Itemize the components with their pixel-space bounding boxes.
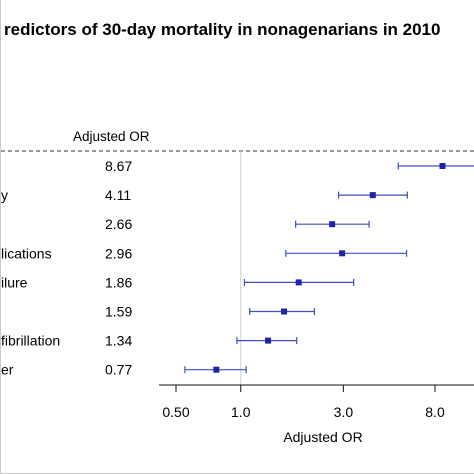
row-label: lications bbox=[1, 245, 52, 261]
x-tick-label: 3.0 bbox=[334, 404, 354, 420]
or-point-marker bbox=[439, 163, 446, 169]
x-axis-label: Adjusted OR bbox=[283, 429, 362, 445]
row-label: fibrillation bbox=[1, 333, 60, 349]
ticks-layer: 0.50 1.0 3.0 8.0 bbox=[162, 385, 445, 420]
or-value-text: 4.11 bbox=[105, 187, 131, 203]
or-point-marker bbox=[369, 192, 376, 199]
or-point-marker bbox=[329, 221, 336, 228]
x-tick-label: 0.50 bbox=[162, 404, 189, 420]
column-header-adjusted-or: Adjusted OR bbox=[73, 129, 150, 144]
row-label: ilure bbox=[1, 274, 28, 290]
or-value-text: 2.66 bbox=[105, 216, 132, 232]
or-value-text: 1.59 bbox=[105, 304, 132, 320]
or-value-text: 1.34 bbox=[105, 333, 132, 349]
or-value-text: 0.77 bbox=[105, 362, 132, 378]
or-value-text: 1.86 bbox=[105, 274, 132, 290]
row-label: er bbox=[1, 362, 14, 378]
x-tick-label: 1.0 bbox=[231, 404, 251, 420]
or-value-text: 8.67 bbox=[105, 158, 132, 174]
or-point-marker bbox=[265, 337, 272, 344]
row-label: y bbox=[1, 187, 8, 203]
or-point-marker bbox=[213, 366, 220, 373]
or-point-marker bbox=[281, 308, 288, 315]
rows-layer: 8.67 y 4.11 2.66 lications 2.96 ilure 1.86 1.59 f… bbox=[1, 151, 474, 385]
x-tick-label: 8.0 bbox=[425, 404, 445, 420]
or-point-marker bbox=[295, 279, 302, 286]
chart-title: redictors of 30-day mortality in nonagen… bbox=[4, 20, 440, 39]
or-value-text: 2.96 bbox=[105, 245, 132, 261]
or-point-marker bbox=[339, 250, 346, 257]
